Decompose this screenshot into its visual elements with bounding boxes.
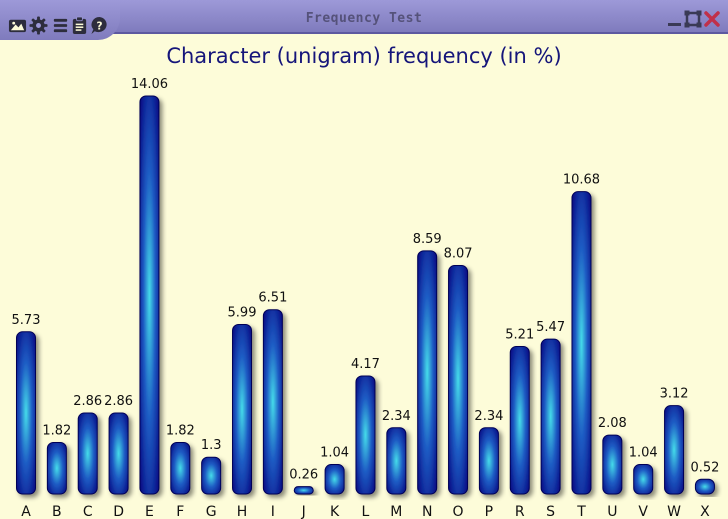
bar-chart: 5.731.822.86 2.8614.061.821.35.996.510.26… (12, 77, 720, 519)
list-icon[interactable] (51, 16, 70, 35)
minimize-icon[interactable] (666, 10, 684, 28)
close-icon[interactable] (703, 10, 721, 28)
value-label-P: 2.34 (474, 409, 503, 424)
tick-label-G: G (206, 504, 217, 519)
value-label-C: 2.86 (73, 394, 102, 409)
bar-A (16, 331, 36, 495)
value-label-J: 0.26 (289, 468, 318, 483)
value-label-B: 1.82 (42, 423, 71, 438)
value-label-I: 6.51 (258, 291, 287, 306)
help-icon[interactable]: ? (90, 16, 109, 35)
value-label-N: 8.59 (413, 232, 442, 247)
tick-label-P: P (485, 504, 493, 519)
tick-label-W: W (667, 504, 681, 519)
tick-label-U: U (607, 504, 617, 519)
tick-label-L: L (362, 504, 370, 519)
value-label-G: 1.3 (201, 438, 222, 453)
image-icon[interactable] (8, 16, 27, 35)
bar-J (293, 486, 314, 495)
gear-icon[interactable] (29, 16, 48, 35)
value-label-V: 1.04 (629, 446, 658, 461)
value-label-R: 5.21 (505, 328, 534, 343)
bar-O (448, 265, 469, 495)
value-label-M: 2.34 (382, 409, 411, 424)
value-label-K: 1.04 (320, 446, 349, 461)
bar-S (540, 338, 561, 495)
bar-R (509, 346, 530, 495)
tick-label-V: V (638, 504, 648, 519)
value-label-L: 4.17 (351, 357, 380, 372)
tick-label-J: J (301, 504, 306, 519)
bar-U (602, 434, 623, 495)
tick-label-S: S (546, 504, 555, 519)
bar-P (478, 427, 499, 495)
tick-label-X: X (700, 504, 710, 519)
title-bar-background (0, 0, 728, 34)
svg-text:?: ? (96, 20, 102, 32)
value-label-W: 3.12 (660, 387, 689, 402)
bar-L (355, 375, 376, 495)
tick-label-K: K (330, 504, 340, 519)
value-label-T: 10.68 (563, 173, 600, 188)
tick-label-B: B (52, 504, 62, 519)
chart-title: Character (unigram) frequency (in %) (166, 44, 562, 68)
tick-label-H: H (237, 504, 248, 519)
tick-label-I: I (271, 504, 275, 519)
clipboard-icon[interactable] (70, 16, 89, 35)
tick-label-D: D (113, 504, 124, 519)
bar-M (386, 427, 407, 495)
tick-label-A: A (21, 504, 31, 519)
title-bar[interactable]: Frequency Test (0, 0, 728, 40)
bar-X (694, 478, 715, 495)
bar-V (633, 464, 654, 495)
bar-W (664, 405, 685, 495)
value-label-A: 5.73 (12, 313, 41, 328)
tick-label-O: O (453, 504, 464, 519)
value-label-H: 5.99 (228, 305, 257, 320)
maximize-icon[interactable] (684, 10, 702, 28)
bar-E (139, 95, 160, 495)
bar-N (417, 250, 438, 495)
value-label-S: 5.47 (536, 320, 565, 335)
tick-label-C: C (83, 504, 93, 519)
bar-H (232, 323, 253, 495)
bar-G (201, 456, 222, 495)
value-label-E: 14.06 (131, 77, 168, 92)
bar-T (571, 191, 592, 495)
value-label-D: 2.86 (104, 394, 133, 409)
bar-F (170, 441, 191, 495)
bar-C (77, 412, 98, 495)
bar-K (324, 464, 345, 495)
tick-label-F: F (176, 504, 184, 519)
value-label-F: 1.82 (166, 423, 195, 438)
value-label-X: 0.52 (690, 460, 719, 475)
tick-label-T: T (576, 504, 586, 519)
window-title: Frequency Test (305, 11, 423, 26)
bar-B (46, 441, 67, 495)
value-label-U: 2.08 (598, 416, 627, 431)
bar-D (108, 412, 129, 495)
tick-label-N: N (422, 504, 432, 519)
value-label-O: 8.07 (444, 247, 473, 262)
bar-I (262, 309, 283, 495)
tick-label-M: M (390, 504, 402, 519)
tick-label-E: E (145, 504, 154, 519)
tick-label-R: R (515, 504, 525, 519)
